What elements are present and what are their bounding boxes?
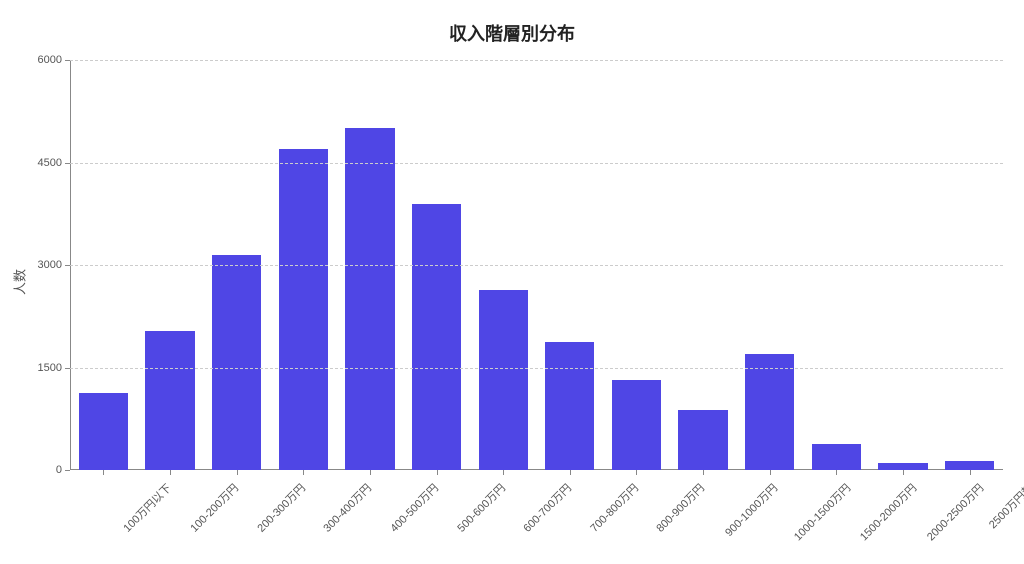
xtick-mark xyxy=(703,470,704,475)
xtick-label: 500-600万円 xyxy=(453,480,508,535)
xtick-label: 400-500万円 xyxy=(386,480,441,535)
xtick-label: 100-200万円 xyxy=(186,480,241,535)
bar xyxy=(545,342,594,470)
xtick-label: 700-800万円 xyxy=(586,480,641,535)
bar xyxy=(79,393,128,470)
bar xyxy=(878,463,927,470)
xtick-label: 2500万円超 xyxy=(985,480,1024,532)
xtick-mark xyxy=(303,470,304,475)
grid-line xyxy=(70,368,1003,369)
y-axis-label: 人数 xyxy=(10,269,29,295)
xtick-label: 1000-1500万円 xyxy=(790,480,854,544)
bar xyxy=(345,128,394,470)
bar xyxy=(412,204,461,471)
xtick-label: 200-300万円 xyxy=(253,480,308,535)
grid-line xyxy=(70,163,1003,164)
xtick-mark xyxy=(970,470,971,475)
xtick-label: 2000-2500万円 xyxy=(923,480,987,544)
bar xyxy=(612,380,661,470)
xtick-mark xyxy=(437,470,438,475)
bar xyxy=(279,149,328,470)
xtick-mark xyxy=(370,470,371,475)
xtick-mark xyxy=(836,470,837,475)
ytick-label: 4500 xyxy=(38,157,70,169)
ytick-label: 0 xyxy=(56,464,70,476)
income-distribution-chart: 収入階層別分布 人数 01500300045006000100万円以下100-2… xyxy=(0,0,1024,564)
xtick-mark xyxy=(570,470,571,475)
xtick-mark xyxy=(903,470,904,475)
ytick-label: 3000 xyxy=(38,259,70,271)
xtick-label: 600-700万円 xyxy=(519,480,574,535)
xtick-label: 300-400万円 xyxy=(320,480,375,535)
xtick-mark xyxy=(103,470,104,475)
xtick-label: 1500-2000万円 xyxy=(856,480,920,544)
xtick-mark xyxy=(636,470,637,475)
bar xyxy=(678,410,727,470)
xtick-mark xyxy=(770,470,771,475)
bar xyxy=(745,354,794,470)
xtick-mark xyxy=(503,470,504,475)
ytick-label: 1500 xyxy=(38,362,70,374)
bar xyxy=(145,331,194,470)
bar xyxy=(479,290,528,470)
xtick-label: 900-1000万円 xyxy=(721,480,781,540)
bar xyxy=(812,444,861,470)
plot-area: 01500300045006000100万円以下100-200万円200-300… xyxy=(70,60,1003,470)
xtick-label: 800-900万円 xyxy=(653,480,708,535)
xtick-mark xyxy=(170,470,171,475)
chart-title: 収入階層別分布 xyxy=(0,20,1024,46)
bar xyxy=(212,255,261,470)
grid-line xyxy=(70,265,1003,266)
xtick-mark xyxy=(237,470,238,475)
ytick-label: 6000 xyxy=(38,54,70,66)
xtick-label: 100万円以下 xyxy=(120,480,175,535)
grid-line xyxy=(70,60,1003,61)
bar xyxy=(945,461,994,470)
